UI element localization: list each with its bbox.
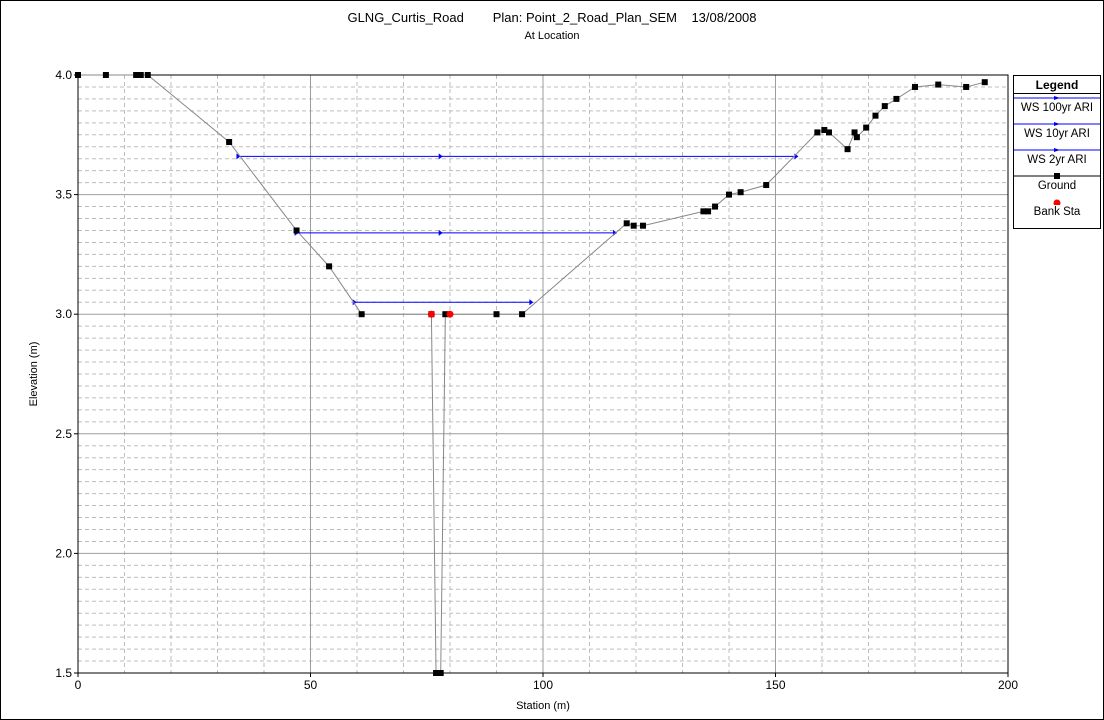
y-tick-label: 2.0 [55,546,72,560]
x-tick-label: 0 [75,678,82,692]
ws-marker-0 [438,153,443,160]
ground-point [75,72,81,78]
x-tick-label: 100 [533,678,553,692]
ground-point [712,203,719,210]
ws-marker-1 [438,229,443,236]
legend-item-bank: Bank Sta [1014,198,1100,224]
plan-name: Plan: Point_2_Road_Plan_SEM [492,10,677,25]
legend-ws2-symbol [1014,148,1100,152]
legend-item-ws2: WS 2yr ARI [1014,146,1100,172]
ground-point [705,208,712,215]
ws-marker-2 [529,299,534,306]
ws-marker-2 [352,299,357,306]
y-tick-label: 4.0 [55,68,72,82]
ground-point [821,127,828,134]
ground-point [437,670,444,676]
chart-title: GLNG_Curtis_Road Plan: Point_2_Road_Plan… [0,10,1104,25]
ground-point [912,83,918,90]
legend-title: Legend [1014,76,1100,94]
ground-point [433,670,440,676]
ground-point [763,182,770,189]
ground-point [726,191,732,198]
ws-marker-0 [236,153,241,160]
y-tick-label: 3.0 [55,307,72,321]
legend-bank-label: Bank Sta [1033,206,1081,218]
series-layer [75,72,988,676]
legend-ws100-label: WS 100yr ARI [1020,102,1094,114]
grid-layer [77,74,1009,674]
y-tick-label: 1.5 [55,666,72,680]
ground-point [814,129,821,136]
ground-point [102,72,109,78]
y-tick-label: 2.5 [55,427,72,441]
ground-point [851,129,858,136]
ground-point [137,72,144,78]
ground-point [144,72,151,78]
legend-item-ground: Ground [1014,172,1100,198]
ground-point [639,222,646,229]
legend-ws100-symbol [1014,96,1100,100]
y-axis-title: Elevation (m) [28,342,40,407]
ground-point [853,134,860,141]
ground-point [442,311,449,318]
bank-station-point [427,310,435,318]
legend-ground-label: Ground [1037,180,1077,192]
ground-point [935,81,942,88]
legend-item-ws10: WS 10yr ARI [1014,120,1100,146]
ground-point [844,146,851,153]
x-tick-label: 50 [304,678,318,692]
plan-date: 13/08/2008 [691,10,757,25]
ground-point [358,311,365,318]
x-tick-label: 200 [998,678,1018,692]
ground-point [825,129,832,136]
ground-point [630,222,637,229]
ground-point [863,124,870,131]
ground-point [737,189,744,196]
legend: Legend WS 100yr ARI WS 10yr ARI WS 2yr A… [1013,75,1101,229]
ground-point [623,220,630,227]
ground-point [700,208,707,215]
legend-ground-symbol [1014,173,1100,179]
ground-point [872,112,879,119]
ground-point [963,83,970,90]
legend-ws2-label: WS 2yr ARI [1027,154,1087,166]
x-tick-label: 150 [765,678,785,692]
chart-subtitle: At Location [524,30,580,42]
bank-station-point [446,310,454,318]
ground-point [326,263,333,270]
ground-point [881,103,888,110]
y-tick-label: 3.5 [55,188,72,202]
ground-point [981,79,988,86]
x-axis-title: Station (m) [516,700,570,712]
label-layer: 0 50 100 150 200 1.5 2.0 2.5 3.0 3.5 4.0 Station (m… [28,68,1018,712]
legend-item-ws100: WS 100yr ARI [1014,94,1100,120]
legend-ws10-label: WS 10yr ARI [1024,128,1090,140]
ground-point [519,311,526,318]
ground-point [293,227,300,234]
legend-bank-symbol [1053,199,1061,205]
project-name: GLNG_Curtis_Road [347,10,464,25]
ground-point [133,72,140,78]
ground-point [893,95,900,102]
legend-ws10-symbol [1014,122,1100,126]
ground-point [226,138,233,145]
ground-point [493,311,500,318]
